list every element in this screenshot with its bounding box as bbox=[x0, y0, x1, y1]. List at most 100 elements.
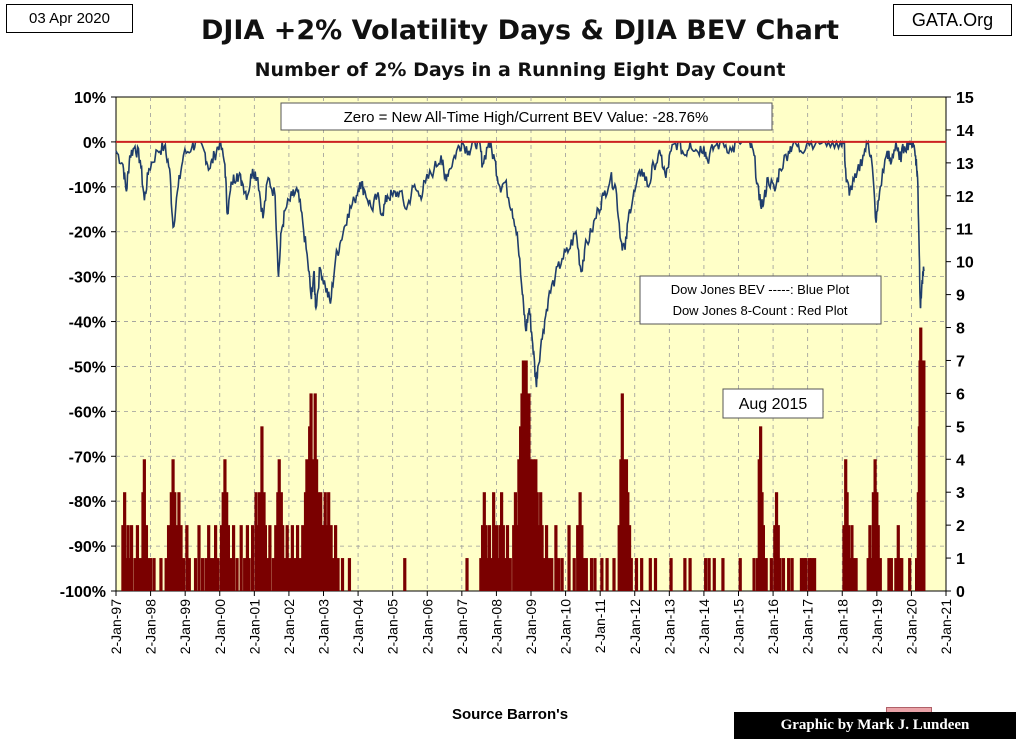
count-bar bbox=[277, 459, 281, 591]
count-bar bbox=[496, 558, 500, 591]
count-bar bbox=[648, 558, 652, 591]
count-bar bbox=[265, 558, 270, 591]
count-bar bbox=[257, 492, 262, 591]
count-bar bbox=[347, 558, 352, 591]
count-bar bbox=[268, 525, 272, 591]
left-tick-label: -50% bbox=[69, 359, 106, 376]
x-tick-label: 2-Jan-00 bbox=[212, 599, 228, 654]
count-bar bbox=[851, 558, 855, 591]
count-bar bbox=[245, 525, 250, 591]
count-bar bbox=[866, 558, 870, 591]
count-bar bbox=[540, 525, 544, 591]
count-bar bbox=[868, 525, 872, 591]
count-bar bbox=[480, 525, 485, 591]
count-bar bbox=[121, 525, 125, 591]
count-bar bbox=[235, 558, 239, 591]
left-axis: 10% 0% -10% -20% -30% -40% -50% -60% -70% -80% -90… bbox=[60, 90, 116, 601]
count-bar bbox=[769, 558, 773, 591]
count-bar bbox=[508, 558, 512, 591]
count-bar bbox=[629, 558, 633, 591]
x-tick-label: 2-Jan-15 bbox=[731, 599, 747, 654]
count-bar bbox=[778, 558, 782, 591]
count-bar bbox=[600, 558, 604, 591]
count-bar bbox=[484, 525, 488, 591]
count-bar bbox=[547, 558, 551, 591]
count-bar bbox=[669, 558, 673, 591]
count-bar bbox=[738, 558, 742, 591]
count-bar bbox=[216, 558, 220, 591]
count-bar bbox=[807, 558, 811, 591]
aug-label-box bbox=[722, 388, 824, 419]
count-bar bbox=[908, 558, 912, 591]
zero-note: Zero = New All-Time High/Current BEV Val… bbox=[344, 109, 709, 126]
count-bar bbox=[226, 525, 230, 591]
count-bar bbox=[576, 525, 580, 591]
right-tick-label: 15 bbox=[956, 90, 974, 107]
count-bar bbox=[894, 558, 898, 591]
count-bar bbox=[640, 558, 644, 591]
x-tick-label: 2-Jan-19 bbox=[869, 599, 885, 654]
count-bar bbox=[247, 558, 251, 591]
count-bar bbox=[498, 525, 502, 591]
x-tick-label: 2-Jan-01 bbox=[246, 599, 262, 654]
count-bar bbox=[799, 558, 804, 591]
count-bar bbox=[688, 558, 692, 591]
right-tick-label: 14 bbox=[956, 123, 974, 140]
count-bar bbox=[515, 525, 519, 591]
count-bar bbox=[878, 558, 882, 591]
chart-title: DJIA +2% Volatility Days & DJIA BEV Char… bbox=[200, 15, 840, 46]
count-bar bbox=[128, 558, 132, 591]
count-bar bbox=[494, 525, 499, 591]
count-bar bbox=[479, 558, 483, 591]
x-tick-label: 2-Jan-02 bbox=[281, 599, 297, 654]
count-bar bbox=[211, 558, 215, 591]
count-bar bbox=[403, 558, 407, 591]
count-bar bbox=[185, 525, 189, 591]
count-bar bbox=[171, 459, 175, 591]
count-bar bbox=[169, 492, 173, 591]
right-tick-label: 13 bbox=[956, 156, 974, 173]
count-bar bbox=[764, 558, 768, 591]
left-tick-label: -60% bbox=[69, 404, 106, 421]
chart-subtitle: Number of 2% Days in a Running Eight Day… bbox=[254, 59, 786, 81]
count-bar bbox=[501, 525, 505, 591]
x-tick-label: 2-Jan-21 bbox=[938, 599, 954, 654]
count-bar bbox=[231, 525, 236, 591]
count-bar bbox=[848, 558, 852, 591]
count-bar bbox=[626, 492, 630, 591]
count-bar bbox=[293, 558, 297, 591]
x-tick-label: 2-Jan-05 bbox=[385, 599, 401, 654]
left-tick-label: -100% bbox=[60, 584, 106, 601]
left-tick-label: -80% bbox=[69, 494, 106, 511]
count-bar bbox=[854, 558, 858, 591]
count-bar bbox=[900, 558, 904, 591]
x-tick-label: 2-Jan-07 bbox=[454, 599, 470, 654]
legend-bev: Dow Jones BEV -----: Blue Plot bbox=[671, 282, 850, 297]
count-bar bbox=[336, 558, 340, 591]
count-bar bbox=[225, 492, 229, 591]
count-bar bbox=[712, 558, 716, 591]
count-bar bbox=[263, 525, 267, 591]
count-bar bbox=[896, 525, 900, 591]
left-tick-label: -20% bbox=[69, 225, 106, 242]
count-bar bbox=[776, 525, 780, 591]
count-bar bbox=[325, 525, 329, 591]
count-bar bbox=[301, 525, 305, 591]
left-tick-label: -40% bbox=[69, 315, 106, 332]
site-box: GATA.Org bbox=[893, 4, 1012, 36]
right-tick-label: 6 bbox=[956, 386, 965, 403]
count-bar bbox=[340, 558, 345, 591]
count-bar bbox=[179, 525, 183, 591]
count-bar bbox=[512, 525, 516, 591]
count-bar bbox=[513, 492, 518, 591]
count-bar bbox=[557, 558, 561, 591]
count-bar bbox=[500, 492, 504, 591]
right-tick-label: 10 bbox=[956, 255, 974, 272]
count-bar bbox=[126, 525, 130, 591]
count-bar bbox=[517, 459, 521, 591]
count-bar bbox=[572, 558, 576, 591]
x-tick-label: 2-Jan-08 bbox=[488, 599, 504, 654]
count-bar bbox=[254, 492, 258, 591]
